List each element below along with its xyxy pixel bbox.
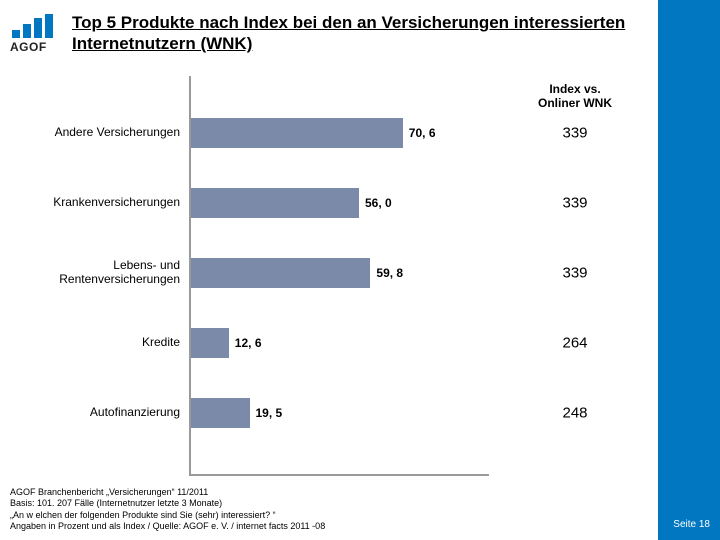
bar xyxy=(191,258,370,288)
value-label: 70, 6 xyxy=(409,126,436,140)
chart-row: Autofinanzierung 19, 5 248 xyxy=(10,398,650,428)
category-label: Krankenversicherungen xyxy=(10,196,180,210)
value-label: 56, 0 xyxy=(365,196,392,210)
bar xyxy=(191,118,403,148)
logo-label: AGOF xyxy=(10,40,60,54)
index-header-line2: Onliner WNK xyxy=(538,96,612,110)
chart-row: Lebens- und Rentenversicherungen 59, 8 339 xyxy=(10,258,650,288)
agof-logo: AGOF xyxy=(10,14,60,54)
bar xyxy=(191,328,229,358)
page-title: Top 5 Produkte nach Index bei den an Ver… xyxy=(72,12,632,55)
footnote-line: Angaben in Prozent und als Index / Quell… xyxy=(10,521,570,532)
index-column-header: Index vs. Onliner WNK xyxy=(520,82,630,111)
logo-bars-icon xyxy=(12,14,60,38)
x-axis xyxy=(189,474,489,476)
bar-chart: Andere Versicherungen70, 6339Krankenvers… xyxy=(10,118,650,466)
index-value: 339 xyxy=(520,195,630,212)
category-label: Lebens- und Rentenversicherungen xyxy=(10,259,180,287)
chart-row: Krankenversicherungen 56, 0 339 xyxy=(10,188,650,218)
index-value: 248 xyxy=(520,405,630,422)
footnote-line: AGOF Branchenbericht „Versicherungen“ 11… xyxy=(10,487,570,498)
category-label: Kredite xyxy=(10,336,180,350)
side-band xyxy=(658,0,720,540)
bar xyxy=(191,398,250,428)
chart-row: Andere Versicherungen 70, 6 339 xyxy=(10,118,650,148)
category-label: Autofinanzierung xyxy=(10,406,180,420)
footnote-line: Basis: 101. 207 Fälle (Internetnutzer le… xyxy=(10,498,570,509)
value-label: 19, 5 xyxy=(256,406,283,420)
chart-row: Kredite 12, 6 264 xyxy=(10,328,650,358)
footnote: AGOF Branchenbericht „Versicherungen“ 11… xyxy=(10,487,570,532)
value-label: 59, 8 xyxy=(376,266,403,280)
index-value: 339 xyxy=(520,265,630,282)
bar xyxy=(191,188,359,218)
page-number: Seite 18 xyxy=(673,519,710,530)
index-value: 264 xyxy=(520,335,630,352)
index-header-line1: Index vs. xyxy=(549,82,600,96)
value-label: 12, 6 xyxy=(235,336,262,350)
footnote-line: „An w elchen der folgenden Produkte sind… xyxy=(10,510,570,521)
category-label: Andere Versicherungen xyxy=(10,126,180,140)
index-value: 339 xyxy=(520,125,630,142)
